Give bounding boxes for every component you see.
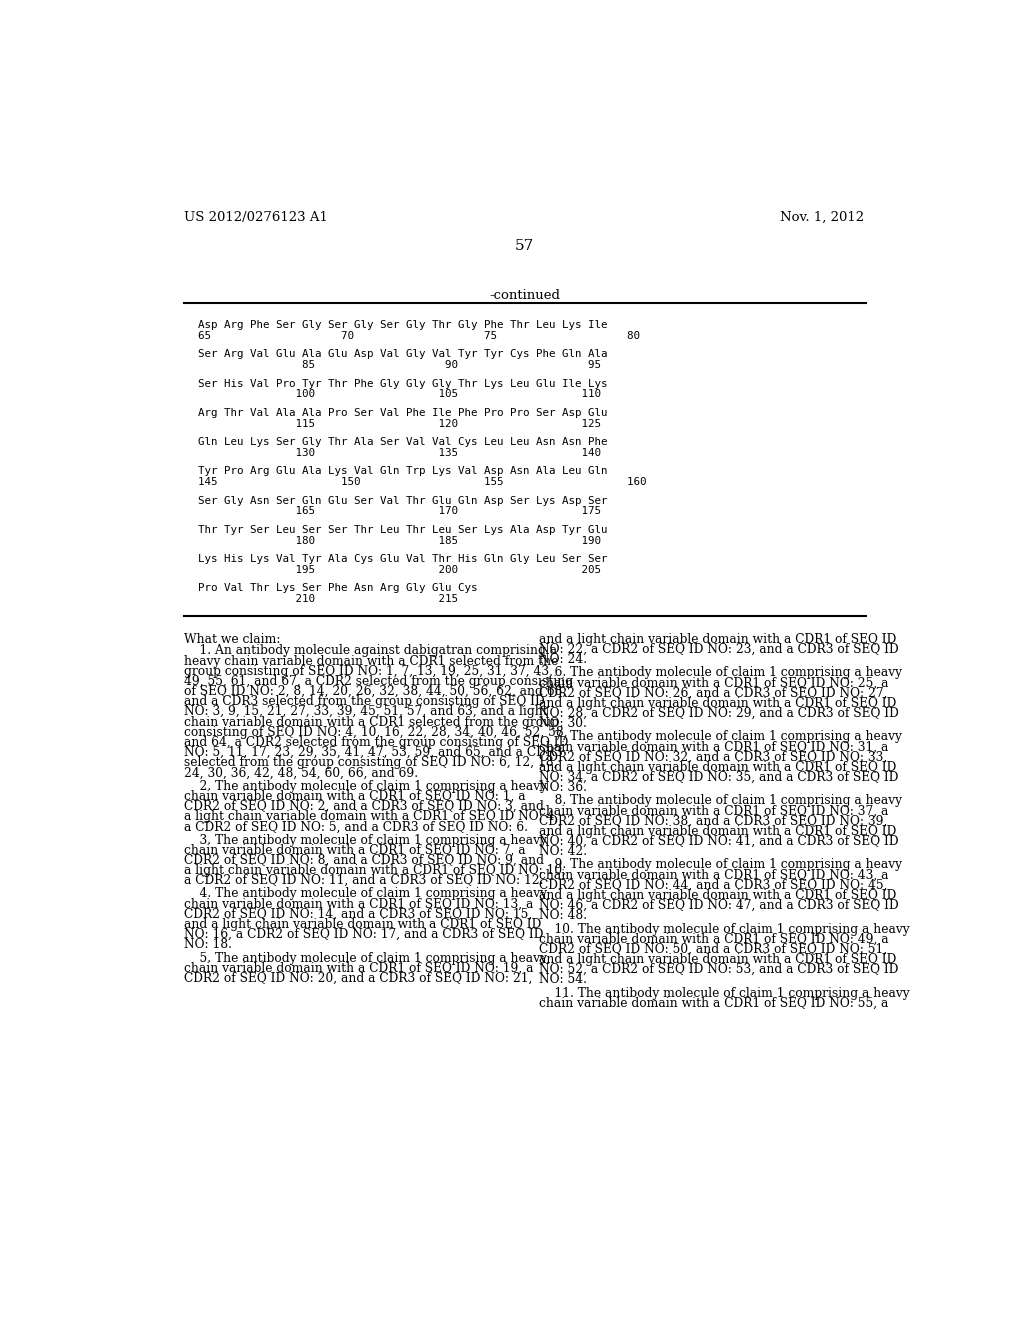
Text: of SEQ ID NO: 2, 8, 14, 20, 26, 32, 38, 44, 50, 56, 62, and 68,: of SEQ ID NO: 2, 8, 14, 20, 26, 32, 38, …: [183, 685, 566, 698]
Text: NO: 46, a CDR2 of SEQ ID NO: 47, and a CDR3 of SEQ ID: NO: 46, a CDR2 of SEQ ID NO: 47, and a C…: [539, 899, 898, 912]
Text: NO: 24.: NO: 24.: [539, 653, 587, 667]
Text: and a light chain variable domain with a CDR1 of SEQ ID: and a light chain variable domain with a…: [539, 953, 896, 966]
Text: 85                    90                    95: 85 90 95: [198, 360, 601, 370]
Text: 8. The antibody molecule of claim 1 comprising a heavy: 8. The antibody molecule of claim 1 comp…: [539, 795, 902, 808]
Text: consisting of SEQ ID NO: 4, 10, 16, 22, 28, 34, 40, 46, 52, 58,: consisting of SEQ ID NO: 4, 10, 16, 22, …: [183, 726, 567, 739]
Text: CDR2 of SEQ ID NO: 32, and a CDR3 of SEQ ID NO: 33,: CDR2 of SEQ ID NO: 32, and a CDR3 of SEQ…: [539, 751, 887, 764]
Text: NO: 52, a CDR2 of SEQ ID NO: 53, and a CDR3 of SEQ ID: NO: 52, a CDR2 of SEQ ID NO: 53, and a C…: [539, 964, 898, 977]
Text: chain variable domain with a CDR1 of SEQ ID NO: 1, a: chain variable domain with a CDR1 of SEQ…: [183, 789, 525, 803]
Text: 1. An antibody molecule against dabigatran comprising a: 1. An antibody molecule against dabigatr…: [183, 644, 557, 657]
Text: CDR2 of SEQ ID NO: 8, and a CDR3 of SEQ ID NO: 9, and: CDR2 of SEQ ID NO: 8, and a CDR3 of SEQ …: [183, 854, 544, 867]
Text: chain variable domain with a CDR1 of SEQ ID NO: 49, a: chain variable domain with a CDR1 of SEQ…: [539, 933, 889, 945]
Text: and a light chain variable domain with a CDR1 of SEQ ID: and a light chain variable domain with a…: [539, 697, 896, 710]
Text: Arg Thr Val Ala Ala Pro Ser Val Phe Ile Phe Pro Pro Ser Asp Glu: Arg Thr Val Ala Ala Pro Ser Val Phe Ile …: [198, 408, 607, 418]
Text: 100                   105                   110: 100 105 110: [198, 389, 601, 400]
Text: 210                   215: 210 215: [198, 594, 458, 605]
Text: NO: 16, a CDR2 of SEQ ID NO: 17, and a CDR3 of SEQ ID: NO: 16, a CDR2 of SEQ ID NO: 17, and a C…: [183, 928, 544, 941]
Text: CDR2 of SEQ ID NO: 26, and a CDR3 of SEQ ID NO: 27,: CDR2 of SEQ ID NO: 26, and a CDR3 of SEQ…: [539, 686, 887, 700]
Text: chain variable domain with a CDR1 of SEQ ID NO: 13, a: chain variable domain with a CDR1 of SEQ…: [183, 898, 534, 911]
Text: CDR2 of SEQ ID NO: 20, and a CDR3 of SEQ ID NO: 21,: CDR2 of SEQ ID NO: 20, and a CDR3 of SEQ…: [183, 972, 532, 985]
Text: chain variable domain with a CDR1 of SEQ ID NO: 55, a: chain variable domain with a CDR1 of SEQ…: [539, 997, 888, 1010]
Text: CDR2 of SEQ ID NO: 14, and a CDR3 of SEQ ID NO: 15,: CDR2 of SEQ ID NO: 14, and a CDR3 of SEQ…: [183, 908, 532, 921]
Text: Pro Val Thr Lys Ser Phe Asn Arg Gly Glu Cys: Pro Val Thr Lys Ser Phe Asn Arg Gly Glu …: [198, 583, 477, 594]
Text: 115                   120                   125: 115 120 125: [198, 418, 601, 429]
Text: What we claim:: What we claim:: [183, 632, 281, 645]
Text: Tyr Pro Arg Glu Ala Lys Val Gln Trp Lys Val Asp Asn Ala Leu Gln: Tyr Pro Arg Glu Ala Lys Val Gln Trp Lys …: [198, 466, 607, 477]
Text: 2. The antibody molecule of claim 1 comprising a heavy: 2. The antibody molecule of claim 1 comp…: [183, 780, 547, 792]
Text: Nov. 1, 2012: Nov. 1, 2012: [780, 211, 864, 224]
Text: 9. The antibody molecule of claim 1 comprising a heavy: 9. The antibody molecule of claim 1 comp…: [539, 858, 902, 871]
Text: chain variable domain with a CDR1 of SEQ ID NO: 7, a: chain variable domain with a CDR1 of SEQ…: [183, 843, 525, 857]
Text: 10. The antibody molecule of claim 1 comprising a heavy: 10. The antibody molecule of claim 1 com…: [539, 923, 909, 936]
Text: NO: 36.: NO: 36.: [539, 781, 587, 795]
Text: NO: 3, 9, 15, 21, 27, 33, 39, 45, 51, 57, and 63, and a light: NO: 3, 9, 15, 21, 27, 33, 39, 45, 51, 57…: [183, 705, 548, 718]
Text: and a CDR3 selected from the group consisting of SEQ ID: and a CDR3 selected from the group consi…: [183, 696, 545, 709]
Text: Ser Gly Asn Ser Gln Glu Ser Val Thr Glu Gln Asp Ser Lys Asp Ser: Ser Gly Asn Ser Gln Glu Ser Val Thr Glu …: [198, 496, 607, 506]
Text: CDR2 of SEQ ID NO: 2, and a CDR3 of SEQ ID NO: 3, and: CDR2 of SEQ ID NO: 2, and a CDR3 of SEQ …: [183, 800, 544, 813]
Text: 130                   135                   140: 130 135 140: [198, 447, 601, 458]
Text: 65                    70                    75                    80: 65 70 75 80: [198, 331, 640, 341]
Text: a CDR2 of SEQ ID NO: 11, and a CDR3 of SEQ ID NO: 12.: a CDR2 of SEQ ID NO: 11, and a CDR3 of S…: [183, 874, 544, 887]
Text: -continued: -continued: [489, 289, 560, 302]
Text: Ser Arg Val Glu Ala Glu Asp Val Gly Val Tyr Tyr Cys Phe Gln Ala: Ser Arg Val Glu Ala Glu Asp Val Gly Val …: [198, 350, 607, 359]
Text: chain variable domain with a CDR1 of SEQ ID NO: 43, a: chain variable domain with a CDR1 of SEQ…: [539, 869, 888, 882]
Text: NO: 5, 11, 17, 23, 29, 35, 41, 47, 53, 59, and 65, and a CDR3: NO: 5, 11, 17, 23, 29, 35, 41, 47, 53, 5…: [183, 746, 562, 759]
Text: selected from the group consisting of SEQ ID NO: 6, 12, 18,: selected from the group consisting of SE…: [183, 756, 557, 770]
Text: Asp Arg Phe Ser Gly Ser Gly Ser Gly Thr Gly Phe Thr Leu Lys Ile: Asp Arg Phe Ser Gly Ser Gly Ser Gly Thr …: [198, 321, 607, 330]
Text: 6. The antibody molecule of claim 1 comprising a heavy: 6. The antibody molecule of claim 1 comp…: [539, 667, 902, 680]
Text: and a light chain variable domain with a CDR1 of SEQ ID: and a light chain variable domain with a…: [539, 760, 896, 774]
Text: and a light chain variable domain with a CDR1 of SEQ ID: and a light chain variable domain with a…: [183, 917, 541, 931]
Text: a light chain variable domain with a CDR1 of SEQ ID NO: 4,: a light chain variable domain with a CDR…: [183, 810, 558, 824]
Text: chain variable domain with a CDR1 of SEQ ID NO: 31, a: chain variable domain with a CDR1 of SEQ…: [539, 741, 888, 754]
Text: 24, 30, 36, 42, 48, 54, 60, 66, and 69.: 24, 30, 36, 42, 48, 54, 60, 66, and 69.: [183, 767, 418, 779]
Text: 5. The antibody molecule of claim 1 comprising a heavy: 5. The antibody molecule of claim 1 comp…: [183, 952, 547, 965]
Text: heavy chain variable domain with a CDR1 selected from the: heavy chain variable domain with a CDR1 …: [183, 655, 558, 668]
Text: NO: 22, a CDR2 of SEQ ID NO: 23, and a CDR3 of SEQ ID: NO: 22, a CDR2 of SEQ ID NO: 23, and a C…: [539, 643, 898, 656]
Text: 195                   200                   205: 195 200 205: [198, 565, 601, 576]
Text: group consisting of SEQ ID NO: 1, 7, 13, 19, 25, 31, 37, 43,: group consisting of SEQ ID NO: 1, 7, 13,…: [183, 665, 553, 677]
Text: 49, 55, 61, and 67, a CDR2 selected from the group consisting: 49, 55, 61, and 67, a CDR2 selected from…: [183, 675, 572, 688]
Text: NO: 42.: NO: 42.: [539, 845, 587, 858]
Text: chain variable domain with a CDR1 of SEQ ID NO: 37, a: chain variable domain with a CDR1 of SEQ…: [539, 805, 888, 817]
Text: NO: 48.: NO: 48.: [539, 909, 587, 923]
Text: NO: 54.: NO: 54.: [539, 973, 587, 986]
Text: a light chain variable domain with a CDR1 of SEQ ID NO: 10,: a light chain variable domain with a CDR…: [183, 865, 566, 876]
Text: chain variable domain with a CDR1 of SEQ ID NO: 19, a: chain variable domain with a CDR1 of SEQ…: [183, 962, 534, 974]
Text: and a light chain variable domain with a CDR1 of SEQ ID: and a light chain variable domain with a…: [539, 888, 896, 902]
Text: 57: 57: [515, 239, 535, 253]
Text: NO: 34, a CDR2 of SEQ ID NO: 35, and a CDR3 of SEQ ID: NO: 34, a CDR2 of SEQ ID NO: 35, and a C…: [539, 771, 898, 784]
Text: and a light chain variable domain with a CDR1 of SEQ ID: and a light chain variable domain with a…: [539, 825, 896, 838]
Text: 3. The antibody molecule of claim 1 comprising a heavy: 3. The antibody molecule of claim 1 comp…: [183, 833, 547, 846]
Text: Thr Tyr Ser Leu Ser Ser Thr Leu Thr Leu Ser Lys Ala Asp Tyr Glu: Thr Tyr Ser Leu Ser Ser Thr Leu Thr Leu …: [198, 525, 607, 535]
Text: 7. The antibody molecule of claim 1 comprising a heavy: 7. The antibody molecule of claim 1 comp…: [539, 730, 901, 743]
Text: a CDR2 of SEQ ID NO: 5, and a CDR3 of SEQ ID NO: 6.: a CDR2 of SEQ ID NO: 5, and a CDR3 of SE…: [183, 820, 527, 833]
Text: CDR2 of SEQ ID NO: 50, and a CDR3 of SEQ ID NO: 51,: CDR2 of SEQ ID NO: 50, and a CDR3 of SEQ…: [539, 942, 887, 956]
Text: NO: 18.: NO: 18.: [183, 939, 231, 952]
Text: 180                   185                   190: 180 185 190: [198, 536, 601, 545]
Text: NO: 40, a CDR2 of SEQ ID NO: 41, and a CDR3 of SEQ ID: NO: 40, a CDR2 of SEQ ID NO: 41, and a C…: [539, 836, 898, 847]
Text: 145                   150                   155                   160: 145 150 155 160: [198, 478, 646, 487]
Text: Gln Leu Lys Ser Gly Thr Ala Ser Val Val Cys Leu Leu Asn Asn Phe: Gln Leu Lys Ser Gly Thr Ala Ser Val Val …: [198, 437, 607, 447]
Text: 165                   170                   175: 165 170 175: [198, 507, 601, 516]
Text: NO: 30.: NO: 30.: [539, 717, 587, 730]
Text: NO: 28, a CDR2 of SEQ ID NO: 29, and a CDR3 of SEQ ID: NO: 28, a CDR2 of SEQ ID NO: 29, and a C…: [539, 708, 899, 719]
Text: CDR2 of SEQ ID NO: 44, and a CDR3 of SEQ ID NO: 45,: CDR2 of SEQ ID NO: 44, and a CDR3 of SEQ…: [539, 879, 887, 892]
Text: Ser His Val Pro Tyr Thr Phe Gly Gly Gly Thr Lys Leu Glu Ile Lys: Ser His Val Pro Tyr Thr Phe Gly Gly Gly …: [198, 379, 607, 388]
Text: and a light chain variable domain with a CDR1 of SEQ ID: and a light chain variable domain with a…: [539, 632, 896, 645]
Text: 4. The antibody molecule of claim 1 comprising a heavy: 4. The antibody molecule of claim 1 comp…: [183, 887, 547, 900]
Text: CDR2 of SEQ ID NO: 38, and a CDR3 of SEQ ID NO: 39,: CDR2 of SEQ ID NO: 38, and a CDR3 of SEQ…: [539, 814, 887, 828]
Text: 11. The antibody molecule of claim 1 comprising a heavy: 11. The antibody molecule of claim 1 com…: [539, 986, 909, 999]
Text: US 2012/0276123 A1: US 2012/0276123 A1: [183, 211, 328, 224]
Text: and 64, a CDR2 selected from the group consisting of SEQ ID: and 64, a CDR2 selected from the group c…: [183, 737, 568, 748]
Text: Lys His Lys Val Tyr Ala Cys Glu Val Thr His Gln Gly Leu Ser Ser: Lys His Lys Val Tyr Ala Cys Glu Val Thr …: [198, 554, 607, 564]
Text: chain variable domain with a CDR1 selected from the group: chain variable domain with a CDR1 select…: [183, 715, 559, 729]
Text: chain variable domain with a CDR1 of SEQ ID NO: 25, a: chain variable domain with a CDR1 of SEQ…: [539, 676, 888, 689]
